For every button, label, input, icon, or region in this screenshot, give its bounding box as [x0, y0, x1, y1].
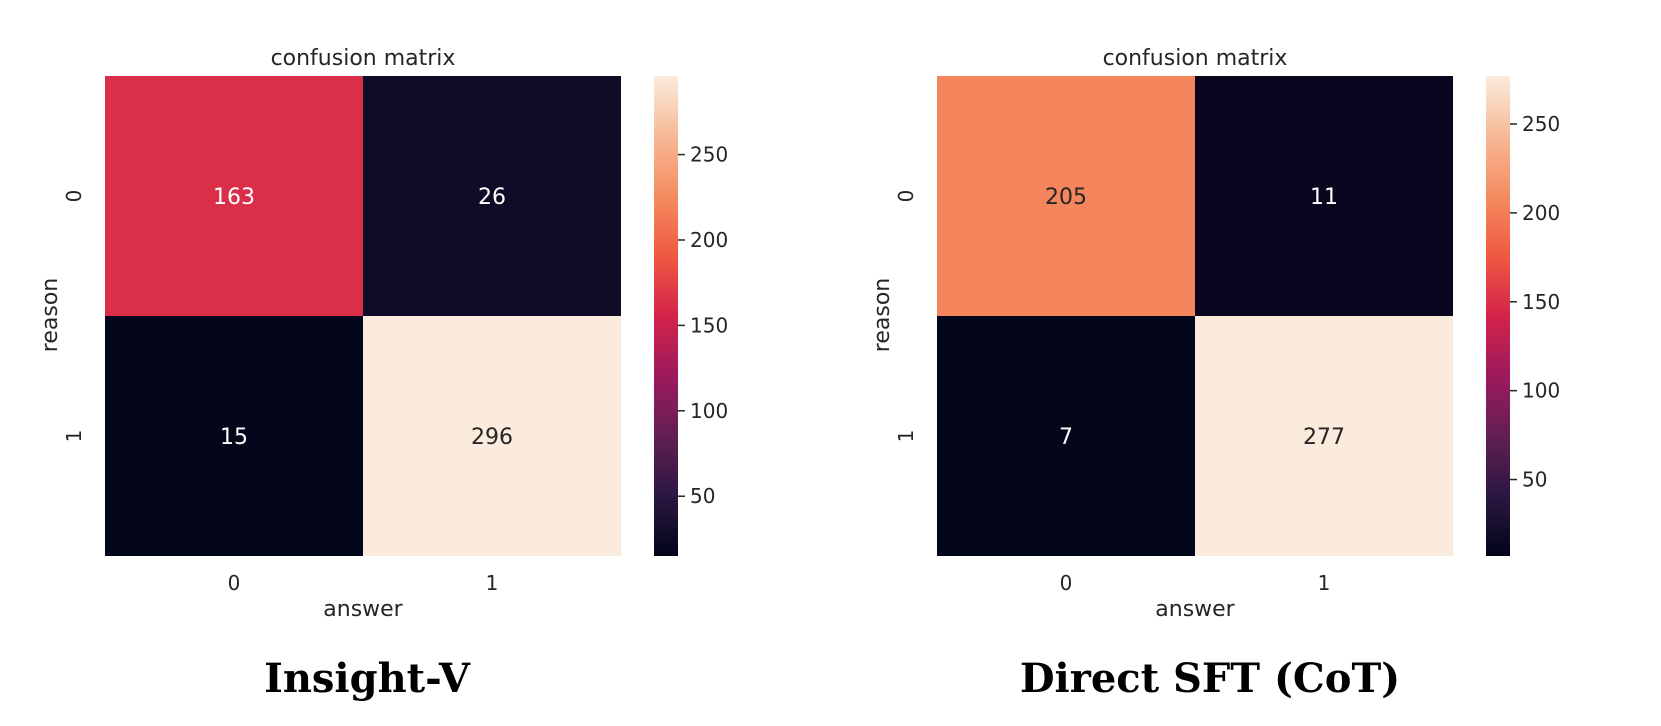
- heatmap-cell: [1195, 316, 1453, 556]
- colorbar-tick-label: 150: [690, 313, 728, 337]
- heatmap-cell: [1195, 76, 1453, 316]
- colorbar: 50 100 150 200 250: [654, 76, 728, 556]
- heatmap-panel-1: confusion matrix 163 26 15 296 0 1 0 1 answer…: [38, 46, 728, 622]
- x-tick-label: 0: [228, 571, 241, 595]
- colorbar-tick-label: 150: [1522, 290, 1560, 314]
- cell-value-label: 296: [471, 425, 513, 450]
- colorbar-tick-label: 100: [690, 399, 728, 423]
- x-tick-label: 1: [1318, 571, 1331, 595]
- colorbar-tick-label: 250: [690, 143, 728, 167]
- colorbar: 50 100 150 200 250: [1486, 76, 1560, 556]
- y-axis-label: reason: [38, 278, 63, 352]
- colorbar-gradient: [654, 76, 678, 556]
- cell-value-label: 15: [220, 425, 248, 450]
- x-tick-label: 0: [1060, 571, 1073, 595]
- cell-value-label: 7: [1059, 425, 1073, 450]
- cell-value-label: 26: [478, 185, 506, 210]
- y-axis-label: reason: [870, 278, 895, 352]
- cell-value-label: 11: [1310, 185, 1338, 210]
- cell-value-label: 277: [1303, 425, 1345, 450]
- heatmap-cell: [937, 76, 1195, 316]
- chart-title: confusion matrix: [1103, 46, 1288, 71]
- heatmap-cell: [363, 316, 621, 556]
- heatmap-cell: [937, 316, 1195, 556]
- colorbar-tick-label: 50: [1522, 468, 1547, 492]
- colorbar-tick-label: 250: [1522, 112, 1560, 136]
- cell-value-label: 163: [213, 185, 255, 210]
- colorbar-tick-label: 200: [690, 228, 728, 252]
- cell-value-label: 205: [1045, 185, 1087, 210]
- y-tick-label: 1: [894, 430, 918, 443]
- y-tick-label: 0: [62, 190, 86, 203]
- caption-left: Insight-V: [264, 655, 471, 702]
- chart-title: confusion matrix: [271, 46, 456, 71]
- colorbar-tick-label: 200: [1522, 201, 1560, 225]
- y-tick-label: 1: [62, 430, 86, 443]
- y-tick-label: 0: [894, 190, 918, 203]
- heatmap-cell: [363, 76, 621, 316]
- caption-right: Direct SFT (CoT): [1020, 655, 1400, 702]
- colorbar-tick-label: 100: [1522, 379, 1560, 403]
- x-axis-label: answer: [323, 597, 403, 622]
- x-axis-label: answer: [1155, 597, 1235, 622]
- x-tick-label: 1: [486, 571, 499, 595]
- heatmap-cell: [105, 76, 363, 316]
- heatmap-cell: [105, 316, 363, 556]
- colorbar-gradient: [1486, 76, 1510, 556]
- colorbar-tick-label: 50: [690, 484, 715, 508]
